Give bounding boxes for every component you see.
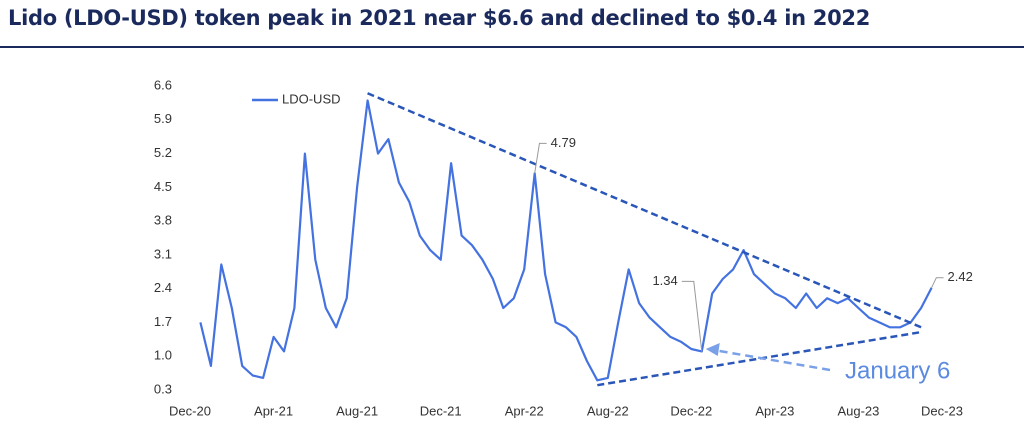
y-tick-label: 2.4	[154, 280, 172, 295]
x-tick-label: Aug-23	[837, 403, 879, 418]
y-tick-label: 3.1	[154, 246, 172, 261]
callout-label: January 6	[845, 357, 950, 384]
x-tick-label: Dec-21	[420, 403, 462, 418]
annotation-leader	[534, 142, 547, 174]
x-tick-label: Apr-21	[254, 403, 293, 418]
legend-label: LDO-USD	[282, 91, 341, 106]
y-tick-label: 6.6	[154, 77, 172, 92]
callout-arrowhead	[705, 343, 720, 356]
annotation-leader	[681, 280, 703, 352]
y-tick-label: 5.9	[154, 111, 172, 126]
line-series	[199, 99, 933, 382]
x-tick-label: Aug-21	[336, 403, 378, 418]
title-rule	[0, 46, 1024, 48]
callout-arrow	[713, 348, 831, 372]
y-tick-label: 0.3	[154, 381, 172, 396]
y-tick-label: 3.8	[154, 213, 172, 228]
annotation-label: 1.34	[652, 273, 677, 288]
x-tick-label: Dec-20	[169, 403, 211, 418]
y-tick-label: 5.2	[154, 145, 172, 160]
y-tick-label: 4.5	[154, 179, 172, 194]
y-tick-label: 1.0	[154, 348, 172, 363]
annotation-label: 4.79	[551, 135, 576, 150]
x-tick-label: Apr-22	[505, 403, 544, 418]
trendline	[367, 92, 922, 329]
x-tick-label: Apr-23	[755, 403, 794, 418]
chart-title: Lido (LDO-USD) token peak in 2021 near $…	[8, 6, 871, 30]
annotation-leader	[931, 277, 944, 288]
y-tick-label: 1.7	[154, 314, 172, 329]
x-tick-label: Dec-22	[670, 403, 712, 418]
annotation-label: 2.42	[948, 269, 973, 284]
x-tick-label: Dec-23	[921, 403, 963, 418]
x-tick-label: Aug-22	[587, 403, 629, 418]
